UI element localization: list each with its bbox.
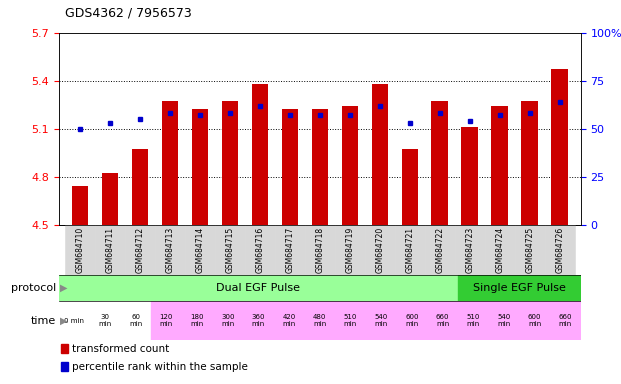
Bar [335,301,366,340]
Bar [458,275,581,301]
Text: 540
min: 540 min [374,314,388,327]
Bar [59,275,458,301]
Text: 60
min: 60 min [129,314,142,327]
Text: 420
min: 420 min [283,314,296,327]
Text: percentile rank within the sample: percentile rank within the sample [72,362,248,372]
Bar [519,301,550,340]
Bar [425,225,455,275]
Bar [125,225,155,275]
Bar [192,109,208,225]
Bar [89,301,120,340]
Bar [281,109,298,225]
Text: 0 min: 0 min [65,318,84,324]
Text: 300
min: 300 min [221,314,235,327]
Bar [61,362,68,371]
Bar [371,84,388,225]
Bar [132,149,148,225]
Text: GSM684723: GSM684723 [465,227,474,273]
Bar [427,301,458,340]
Bar [312,109,328,225]
Bar [342,106,358,225]
Text: ▶: ▶ [60,283,68,293]
Bar [485,225,515,275]
Bar [61,344,68,353]
Text: 180
min: 180 min [190,314,204,327]
Text: GSM684720: GSM684720 [375,227,384,273]
Bar [212,301,243,340]
Bar [182,301,212,340]
Bar [365,225,395,275]
Bar [550,301,581,340]
Bar [397,301,427,340]
Text: Dual EGF Pulse: Dual EGF Pulse [217,283,301,293]
Bar [335,225,365,275]
Text: GSM684710: GSM684710 [76,227,84,273]
Text: 360
min: 360 min [252,314,265,327]
Text: GSM684714: GSM684714 [196,227,204,273]
Text: GSM684712: GSM684712 [135,227,145,273]
Bar [395,225,425,275]
Bar [102,174,118,225]
Text: Single EGF Pulse: Single EGF Pulse [473,283,566,293]
Text: GSM684713: GSM684713 [165,227,175,273]
Bar [65,225,95,275]
Text: GSM684721: GSM684721 [406,227,414,273]
Bar [545,225,574,275]
Text: GSM684718: GSM684718 [315,227,324,273]
Bar [155,225,185,275]
Bar [366,301,397,340]
Text: GSM684719: GSM684719 [345,227,355,273]
Bar [461,127,478,225]
Bar [72,186,88,225]
Text: GSM684726: GSM684726 [555,227,564,273]
Bar [151,301,182,340]
Text: 660
min: 660 min [436,314,450,327]
Text: GSM684717: GSM684717 [285,227,294,273]
Text: 660
min: 660 min [558,314,572,327]
Bar [551,70,568,225]
Text: GSM684716: GSM684716 [255,227,265,273]
Bar [245,225,275,275]
Bar [274,301,304,340]
Text: 120
min: 120 min [160,314,173,327]
Bar [402,149,418,225]
Bar [243,301,274,340]
Bar [252,84,268,225]
Bar [305,225,335,275]
Bar [95,225,125,275]
Bar [215,225,245,275]
Text: ▶: ▶ [60,316,68,326]
Bar [515,225,545,275]
Text: 510
min: 510 min [466,314,480,327]
Text: 540
min: 540 min [497,314,510,327]
Bar [222,101,238,225]
Bar [491,106,508,225]
Bar [522,101,538,225]
Bar [275,225,305,275]
Bar [161,101,178,225]
Text: GSM684711: GSM684711 [106,227,114,273]
Bar [59,301,89,340]
Text: protocol: protocol [11,283,56,293]
Text: GSM684722: GSM684722 [435,227,444,273]
Bar [432,101,448,225]
Text: GSM684715: GSM684715 [225,227,234,273]
Text: 600
min: 600 min [528,314,542,327]
Text: transformed count: transformed count [72,344,169,354]
Text: GSM684725: GSM684725 [525,227,534,273]
Bar [455,225,485,275]
Text: time: time [30,316,56,326]
Bar [458,301,489,340]
Text: 480
min: 480 min [313,314,327,327]
Bar [304,301,335,340]
Text: 600
min: 600 min [405,314,419,327]
Bar [120,301,151,340]
Text: 30
min: 30 min [98,314,112,327]
Text: 510
min: 510 min [344,314,357,327]
Bar [489,301,519,340]
Text: GDS4362 / 7956573: GDS4362 / 7956573 [65,6,192,19]
Text: GSM684724: GSM684724 [495,227,504,273]
Bar [185,225,215,275]
